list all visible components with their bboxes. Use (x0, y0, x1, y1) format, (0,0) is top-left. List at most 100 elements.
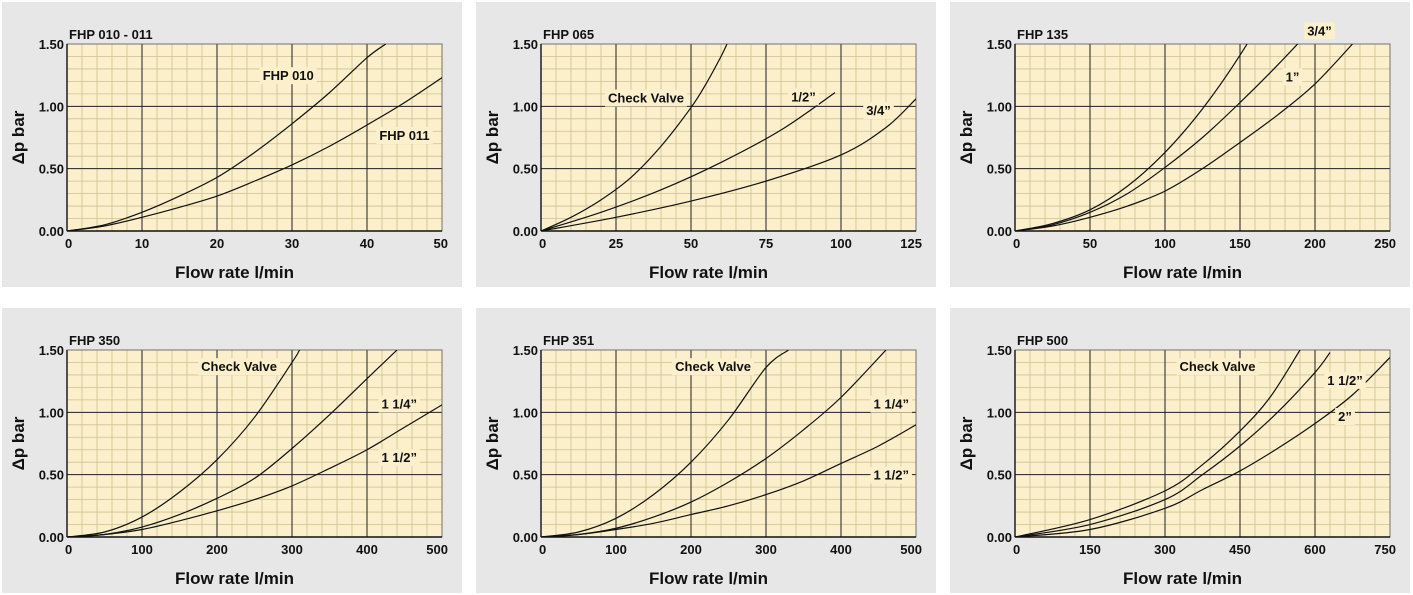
series-label-bg (870, 395, 912, 413)
y-tick-label: 0.50 (39, 162, 64, 177)
x-axis-label: Flow rate l/min (1123, 569, 1242, 588)
x-tick-label: 40 (360, 236, 374, 251)
y-tick-label: 0.00 (39, 530, 64, 545)
y-tick-label: 0.00 (987, 530, 1012, 545)
x-tick-label: 0 (65, 236, 72, 251)
series-label-bg (863, 102, 894, 120)
series-line-3-4in (541, 98, 916, 231)
y-tick-label: 1.50 (513, 343, 538, 358)
curves (1015, 350, 1390, 537)
series-label-check-valve: Check Valve (672, 358, 754, 376)
grid (541, 44, 916, 231)
series-label-text: Check Valve (201, 359, 277, 374)
series-label-1-1-4in: 1 1/4” (870, 395, 912, 413)
series-label-text: Check Valve (608, 91, 684, 106)
x-tick-label: 0 (1013, 236, 1020, 251)
chart-svg: FHP 135 0.00 0.50 1.00 1.50 0 50 100 150 200 250 Fl… (957, 22, 1396, 282)
chart-title: FHP 065 (543, 27, 594, 42)
y-axis-label: Δp bar (483, 416, 502, 470)
x-tick-label: 75 (759, 236, 773, 251)
y-tick-label: 1.00 (39, 99, 64, 114)
curves (541, 44, 916, 231)
x-tick-label: 300 (281, 542, 303, 557)
series-label-1-1-4in: 1 1/4” (378, 395, 420, 413)
series-label-text: 1/2” (791, 89, 816, 104)
curves (541, 350, 916, 537)
y-axis-label: Δp bar (957, 416, 976, 470)
series-label-fhp-011: FHP 011 (376, 126, 433, 144)
x-tick-label: 150 (1079, 542, 1101, 557)
series-label-bg (259, 67, 317, 85)
x-tick-label: 50 (1083, 236, 1097, 251)
x-tick-label: 200 (206, 542, 228, 557)
x-tick-label: 200 (680, 542, 702, 557)
x-tick-label: 50 (684, 236, 698, 251)
series-label-check-valve: Check Valve (1176, 358, 1259, 376)
series-label-1-1-2in: 1 1/2” (378, 449, 420, 467)
series-label-text: 3/4” (1307, 23, 1332, 38)
series-label-bg (1304, 22, 1335, 40)
series-label-1-1-2in: 1 1/2” (870, 466, 912, 484)
y-tick-label: 1.50 (39, 37, 64, 52)
x-tick-label: 500 (900, 542, 922, 557)
series-line-2in (1015, 357, 1390, 537)
y-axis-label: Δp bar (9, 110, 28, 164)
curves (67, 350, 442, 537)
chart-panel-fhp-135: FHP 135 0.00 0.50 1.00 1.50 0 50 100 150 200 250 Fl… (950, 2, 1410, 287)
y-axis-label: Δp bar (483, 110, 502, 164)
x-tick-label: 100 (605, 542, 627, 557)
chart-svg: FHP 500 0.00 0.50 1.00 1.50 0 150 300 450 600 750 F… (957, 333, 1396, 588)
x-axis-label: Flow rate l/min (649, 569, 768, 588)
x-tick-label: 20 (210, 236, 224, 251)
chart-title: FHP 135 (1017, 27, 1068, 42)
series-line-1-1-2in (541, 424, 916, 537)
x-tick-label: 10 (135, 236, 149, 251)
y-tick-label: 1.00 (987, 405, 1012, 420)
plot-area (67, 350, 442, 537)
series-label-text: FHP 011 (379, 128, 429, 143)
series-label-bg (672, 358, 754, 376)
series-label-text: 1 1/2” (874, 468, 909, 483)
series-label-1-1-2in: 1 1/2” (1324, 371, 1366, 389)
chart-panel-fhp-065: FHP 065 0.00 0.50 1.00 1.50 0 25 50 75 100 125 Flow… (476, 2, 936, 287)
series-line-1-1-4in (67, 350, 398, 537)
series-label-text: 1 1/2” (382, 450, 417, 465)
x-tick-label: 150 (1229, 236, 1251, 251)
series-line-fhp-010 (67, 44, 387, 231)
chart-svg: FHP 065 0.00 0.50 1.00 1.50 0 25 50 75 100 125 Flow… (483, 27, 922, 282)
series-label-fhp-010: FHP 010 (259, 67, 317, 85)
y-tick-label: 1.50 (987, 343, 1012, 358)
x-tick-label: 0 (539, 236, 546, 251)
series-label-text: 1 1/4” (874, 397, 909, 412)
x-tick-label: 450 (1229, 542, 1251, 557)
series-label-bg (1282, 68, 1303, 86)
series-line-fhp-011 (67, 77, 442, 231)
series-label-bg (1324, 371, 1366, 389)
y-axis-label: Δp bar (9, 416, 28, 470)
curves (1015, 44, 1353, 231)
chart-svg: FHP 351 0.00 0.50 1.00 1.50 0 100 200 300 400 500 F… (483, 333, 922, 588)
series-line-1in (1015, 44, 1299, 231)
series-label-text: 1 1/4” (382, 397, 417, 412)
plot-area (541, 44, 916, 231)
series-label-2in: 2” (1335, 408, 1355, 426)
series-label-text: 1” (1286, 69, 1300, 84)
series-label-bg (378, 449, 420, 467)
series-line-unlabeled (1015, 44, 1353, 231)
series-label-text: 1 1/2” (1327, 373, 1362, 388)
chart-svg: FHP 350 0.00 0.50 1.00 1.50 0 100 200 300 400 500 F… (9, 333, 448, 588)
series-label-bg (870, 466, 912, 484)
series-label-bg (1176, 358, 1259, 376)
x-tick-label: 300 (1154, 542, 1176, 557)
series-label-3-4in: 3/4” (863, 102, 894, 120)
x-tick-label: 100 (131, 542, 153, 557)
series-label-text: FHP 010 (263, 68, 314, 83)
grid (67, 350, 442, 537)
grid (541, 350, 916, 537)
series-label-bg (788, 88, 819, 106)
y-tick-label: 0.50 (987, 468, 1012, 483)
y-tick-label: 1.00 (513, 405, 538, 420)
y-tick-label: 0.50 (987, 162, 1012, 177)
y-tick-label: 0.50 (513, 468, 538, 483)
series-line-1-1-2in (67, 404, 442, 537)
